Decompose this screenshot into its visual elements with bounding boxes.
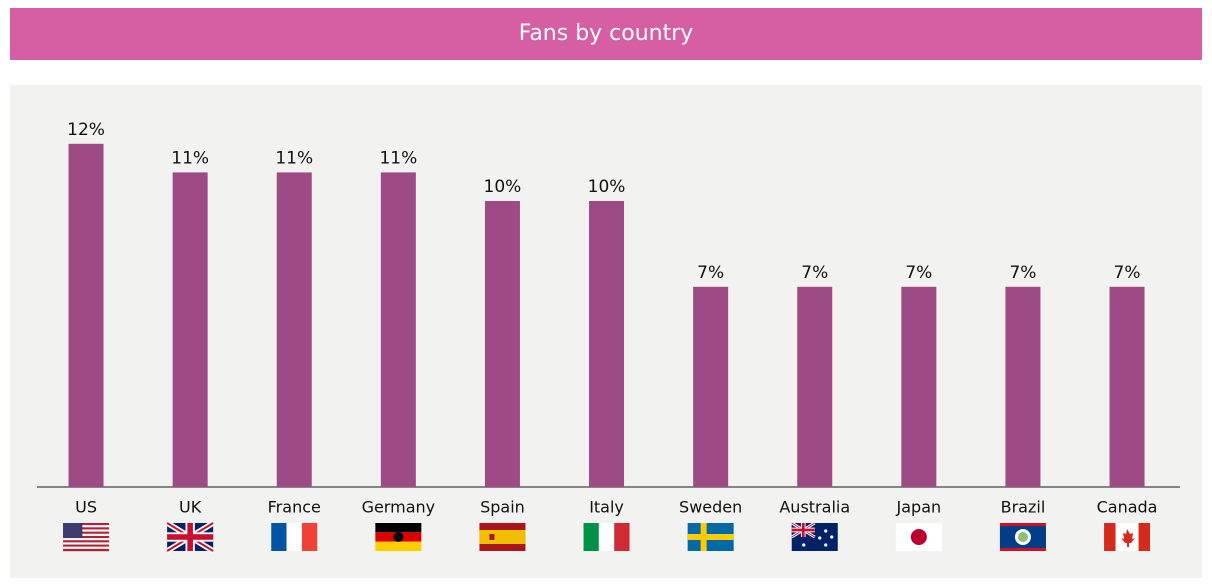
bar: [380, 172, 416, 487]
value-label: 12%: [67, 120, 105, 140]
bar: [797, 286, 833, 487]
value-label: 11%: [171, 148, 209, 168]
flag: [999, 523, 1046, 551]
flag: [63, 523, 110, 552]
flag-part: [824, 529, 828, 533]
flag-part: [598, 523, 615, 551]
value-label: 7%: [1114, 263, 1141, 283]
flag-part: [1104, 523, 1116, 551]
flag-part: [63, 525, 110, 528]
flag-part: [583, 523, 599, 551]
flag-part: [1121, 529, 1136, 547]
title-banner: [10, 8, 1202, 60]
flag-part: [375, 523, 422, 533]
flag-part: [910, 529, 927, 545]
x-tick-label: Australia: [779, 498, 850, 517]
x-tick-label: UK: [179, 498, 202, 517]
value-label: 10%: [588, 177, 626, 197]
flag-part: [63, 523, 83, 539]
value-label: 7%: [1009, 263, 1036, 283]
x-tick-label: US: [75, 498, 97, 517]
x-tick-label: Spain: [480, 498, 525, 517]
flag-part: [614, 523, 630, 551]
flag: [375, 523, 422, 551]
bar: [1109, 286, 1145, 487]
chart-title: Fans by country: [519, 21, 694, 46]
x-tick-label: Japan: [896, 498, 942, 517]
flag-part: [824, 543, 828, 547]
flag-part: [63, 531, 110, 534]
flag: [165, 520, 215, 554]
x-tick-label: Canada: [1097, 498, 1158, 517]
flags: [63, 520, 1151, 554]
flag-part: [63, 538, 110, 541]
flag-part: [63, 527, 110, 530]
flag-part: [271, 523, 287, 551]
value-label: 11%: [379, 148, 417, 168]
bar: [484, 201, 520, 487]
flag-part: [63, 523, 110, 526]
flag-part: [818, 536, 822, 540]
flag-part: [63, 529, 110, 532]
flag: [271, 523, 318, 551]
flag: [583, 523, 630, 551]
flag-part: [63, 535, 110, 539]
x-tick-label: Brazil: [1001, 498, 1046, 517]
flag-part: [63, 548, 110, 552]
x-tick-label: Sweden: [679, 498, 742, 517]
flag-part: [375, 541, 422, 551]
value-label: 7%: [697, 263, 724, 283]
value-label: 11%: [275, 148, 313, 168]
x-tick-label: France: [268, 498, 321, 517]
flag-part: [802, 543, 806, 547]
flag-part: [63, 546, 110, 550]
value-label: 7%: [905, 263, 932, 283]
flag-part: [489, 534, 495, 540]
bar: [172, 172, 208, 487]
flag-part: [1138, 523, 1151, 551]
flag: [687, 523, 734, 551]
value-label: 7%: [801, 263, 828, 283]
bar: [693, 286, 729, 487]
flag-part: [63, 542, 110, 545]
bar: [1005, 286, 1041, 487]
x-tick-label: Germany: [362, 498, 436, 517]
flag-part: [167, 534, 214, 540]
value-label: 10%: [484, 177, 522, 197]
flag-part: [687, 534, 734, 540]
flag: [895, 523, 942, 551]
bar: [276, 172, 312, 487]
flag-part: [830, 535, 834, 539]
flag: [791, 521, 838, 551]
x-tick-label: Italy: [589, 498, 624, 517]
flag-part: [393, 532, 404, 542]
flag-part: [301, 523, 318, 551]
flag-part: [286, 523, 302, 551]
flag: [1104, 523, 1151, 551]
flag-part: [479, 530, 526, 544]
flag-part: [791, 528, 815, 532]
flag-part: [63, 533, 110, 537]
flag-part: [1017, 532, 1028, 542]
flag-part: [63, 540, 110, 543]
flag: [479, 523, 526, 551]
flag-part: [63, 544, 110, 547]
bar: [901, 286, 937, 487]
bar: [589, 201, 625, 487]
bar: [68, 143, 104, 488]
